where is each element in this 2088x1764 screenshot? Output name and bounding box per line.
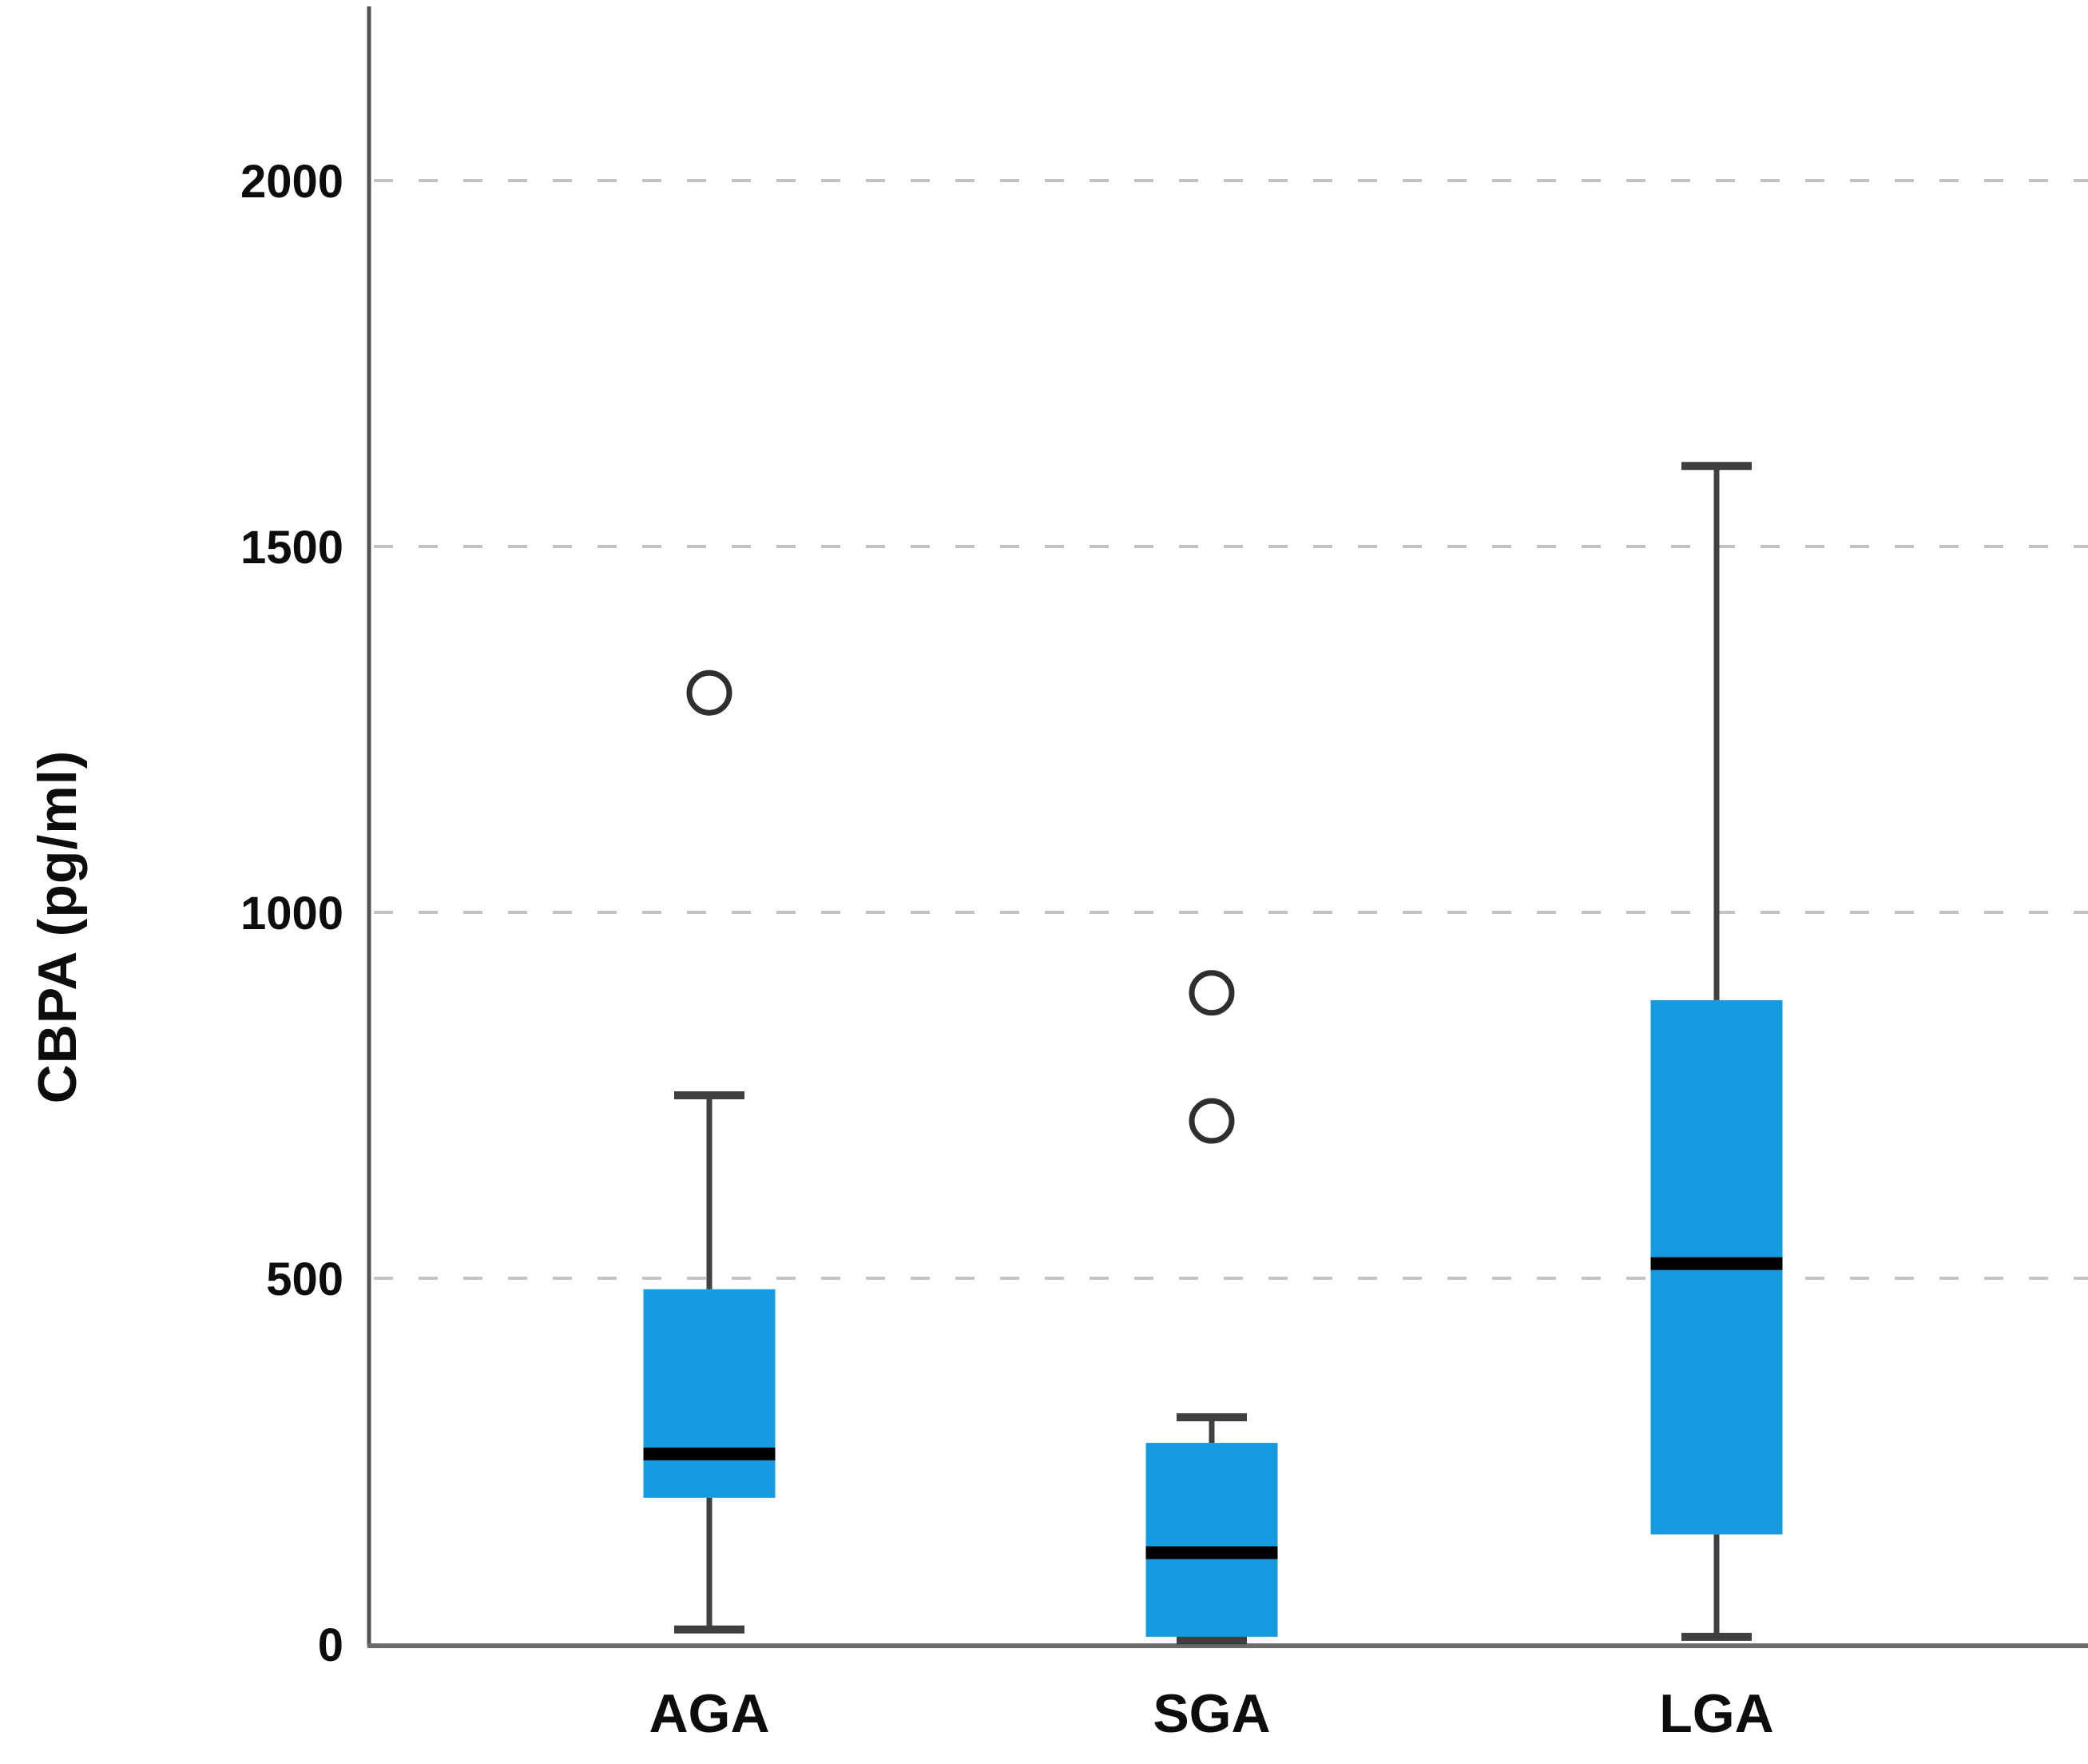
x-tick-label: AGA (649, 1683, 769, 1744)
outlier-circle (1189, 1098, 1235, 1144)
x-tick-label: LGA (1659, 1683, 1774, 1744)
y-tick-label: 2000 (240, 156, 343, 208)
y-tick-label: 1500 (240, 522, 343, 574)
y-tick-label: 0 (318, 1619, 343, 1671)
boxplot-aga: AGA (643, 669, 776, 1744)
outlier-circle (686, 669, 732, 716)
x-tick-label: SGA (1153, 1683, 1270, 1744)
boxplot-sga: SGA (1145, 970, 1278, 1744)
iqr-box (1145, 1443, 1278, 1637)
iqr-box (643, 1289, 776, 1498)
y-tick-label: 500 (266, 1253, 343, 1305)
y-tick-label: 1000 (240, 888, 343, 940)
boxplot-lga: LGA (1650, 462, 1783, 1744)
outlier-circle (1189, 970, 1235, 1016)
